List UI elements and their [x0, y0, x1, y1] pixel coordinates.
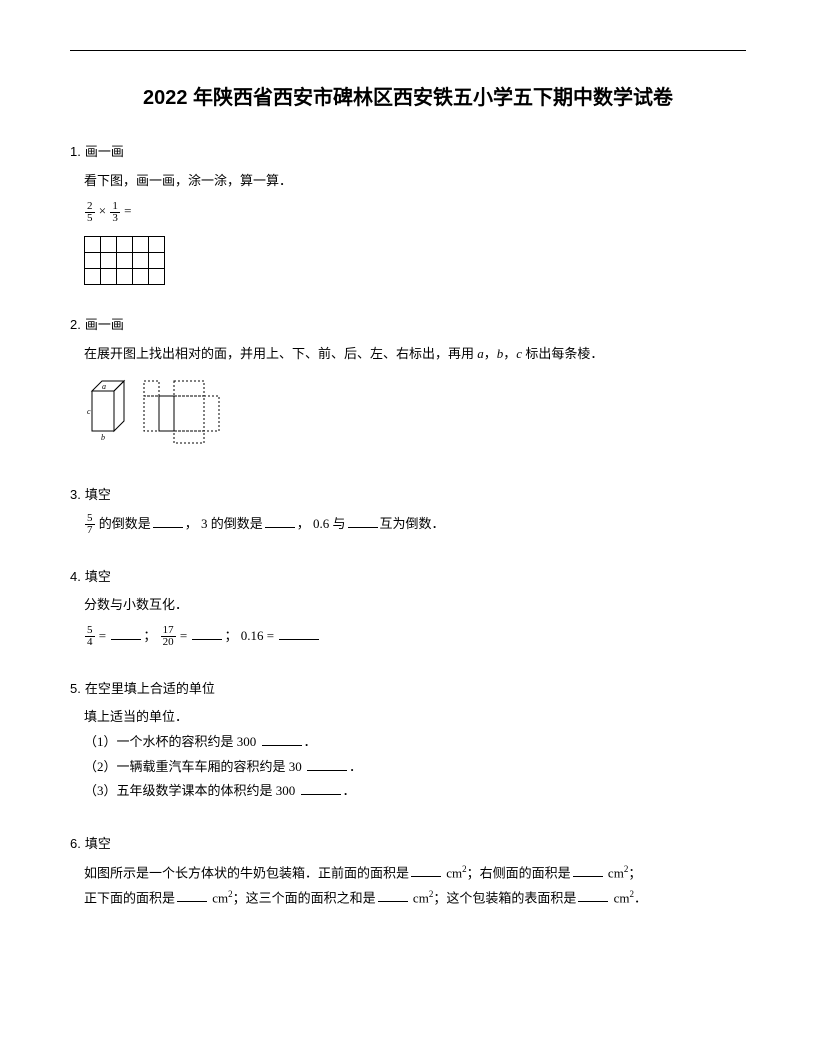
question-2: 2. 画一画 在展开图上找出相对的面，并用上、下、前、后、左、右标出，再用 a，… — [70, 313, 746, 455]
q2-label: 画一画 — [85, 313, 124, 338]
q4-expression: 5 4 = ； 17 20 = ； 0.16 = — [84, 624, 746, 649]
q6-blank2 — [573, 863, 603, 877]
q5-subtitle: 填上适当的单位． — [84, 705, 746, 730]
q3-label: 填空 — [85, 483, 111, 508]
q4-frac1: 5 4 — [85, 625, 95, 648]
q2-number: 2. — [70, 313, 81, 338]
q2-diagram: a c b — [84, 376, 746, 455]
q1-grid — [84, 236, 746, 285]
q1-frac2: 1 3 — [110, 201, 120, 224]
q1-times: × — [99, 203, 106, 218]
question-1: 1. 画一画 看下图，画一画，涂一涂，算一算． 2 5 × 1 3 = — [70, 140, 746, 285]
q1-equals: = — [124, 203, 131, 218]
q4-blank1 — [111, 626, 141, 640]
question-4: 4. 填空 分数与小数互化． 5 4 = ； 17 20 = ； 0.16 = — [70, 565, 746, 649]
q1-frac1: 2 5 — [85, 201, 95, 224]
q3-blank3 — [348, 514, 378, 528]
top-rule — [70, 50, 746, 51]
q3-content: 5 7 的倒数是， 3 的倒数是， 0.6 与互为倒数． — [70, 512, 746, 537]
page-title: 2022 年陕西省西安市碑林区西安铁五小学五下期中数学试卷 — [70, 81, 746, 110]
q1-number: 1. — [70, 140, 81, 165]
q1-expression: 2 5 × 1 3 = — [84, 199, 746, 224]
q6-label: 填空 — [85, 832, 111, 857]
q6-blank4 — [378, 888, 408, 902]
q5-blank1 — [262, 732, 302, 746]
q4-blank3 — [279, 626, 319, 640]
question-3: 3. 填空 5 7 的倒数是， 3 的倒数是， 0.6 与互为倒数． — [70, 483, 746, 536]
q6-blank5 — [578, 888, 608, 902]
q4-number: 4. — [70, 565, 81, 590]
q5-label: 在空里填上合适的单位 — [85, 677, 215, 702]
q6-blank3 — [177, 888, 207, 902]
q6-number: 6. — [70, 832, 81, 857]
q3-blank1 — [153, 514, 183, 528]
q5-blank2 — [307, 757, 347, 771]
q2-label-b: b — [101, 433, 105, 442]
q4-label: 填空 — [85, 565, 111, 590]
q3-number: 3. — [70, 483, 81, 508]
q5-blank3 — [301, 781, 341, 795]
q5-item1: （1）一个水杯的容积约是 300 ． — [84, 730, 746, 755]
q6-blank1 — [411, 863, 441, 877]
q5-number: 5. — [70, 677, 81, 702]
q2-label-a: a — [102, 382, 106, 391]
q2-instruction: 在展开图上找出相对的面，并用上、下、前、后、左、右标出，再用 a，b，c 标出每… — [84, 342, 746, 367]
q6-content: 如图所示是一个长方体状的牛奶包装箱．正前面的面积是 cm2；右侧面的面积是 cm… — [70, 861, 746, 911]
question-6: 6. 填空 如图所示是一个长方体状的牛奶包装箱．正前面的面积是 cm2；右侧面的… — [70, 832, 746, 911]
q2-label-c: c — [87, 407, 91, 416]
q1-label: 画一画 — [85, 140, 124, 165]
q1-instruction: 看下图，画一画，涂一涂，算一算． — [84, 169, 746, 194]
q4-blank2 — [192, 626, 222, 640]
q3-blank2 — [265, 514, 295, 528]
q4-frac2: 17 20 — [161, 625, 176, 648]
question-5: 5. 在空里填上合适的单位 填上适当的单位． （1）一个水杯的容积约是 300 … — [70, 677, 746, 804]
q4-subtitle: 分数与小数互化． — [84, 593, 746, 618]
q5-item2: （2）一辆载重汽车车厢的容积约是 30 ． — [84, 755, 746, 780]
q3-frac: 5 7 — [85, 513, 95, 536]
q5-item3: （3）五年级数学课本的体积约是 300 ． — [84, 779, 746, 804]
